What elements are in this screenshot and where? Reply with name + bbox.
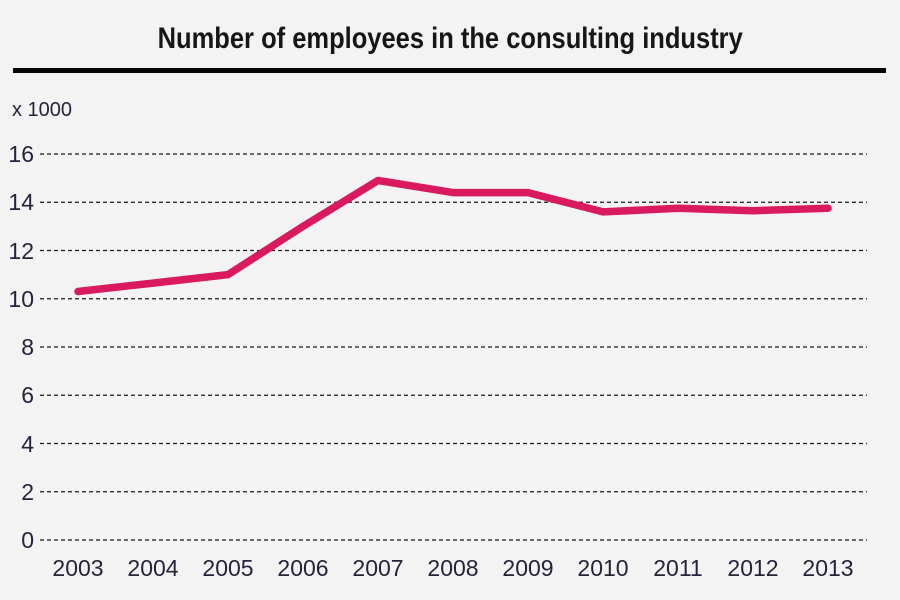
x-tick-label: 2007: [352, 555, 404, 581]
x-tick-label: 2003: [52, 555, 104, 581]
y-tick-label: 2: [21, 478, 34, 505]
chart-title: Number of employees in the consulting in…: [0, 22, 900, 56]
gridlines: [40, 153, 867, 541]
y-tick-label: 8: [21, 334, 34, 360]
x-tick-label: 2012: [727, 555, 779, 581]
y-tick-label: 14: [8, 189, 34, 216]
x-tick-label: 2005: [202, 555, 254, 581]
title-divider: [13, 68, 886, 73]
x-tick-label: 2010: [577, 555, 629, 581]
x-tick-label: 2011: [653, 555, 703, 581]
y-tick-label: 4: [21, 430, 34, 457]
y-tick-label: 16: [8, 141, 34, 167]
data-line: [74, 176, 832, 296]
y-tick-label: 6: [21, 382, 34, 409]
chart-title-text: Number of employees in the consulting in…: [157, 22, 743, 55]
x-tick-label: 2004: [127, 555, 179, 581]
y-tick-label: 0: [21, 527, 34, 553]
x-tick-label: 2008: [427, 555, 479, 581]
x-tick-label: 2013: [802, 555, 854, 581]
y-axis-unit-label: x 1000: [12, 99, 73, 121]
data-series: [74, 176, 832, 296]
y-tick-label: 12: [8, 237, 34, 264]
x-tick-label: 2006: [277, 555, 329, 581]
x-tick-label: 2009: [502, 555, 554, 581]
y-tick-label: 10: [8, 285, 34, 312]
